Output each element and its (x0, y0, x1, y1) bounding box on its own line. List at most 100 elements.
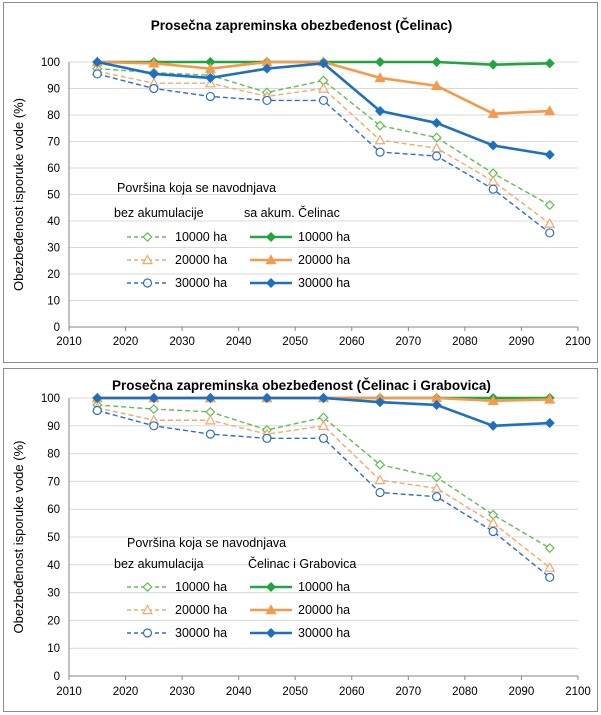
legend-label: 10000 ha (298, 580, 350, 594)
y-tick-label: 0 (54, 322, 60, 334)
y-tick-label: 50 (47, 190, 60, 202)
data-point (431, 80, 443, 91)
data-point (544, 105, 556, 116)
x-tick-label: 2010 (56, 686, 82, 698)
data-point (544, 543, 555, 554)
y-tick-label: 80 (47, 449, 60, 461)
series-2-without (92, 69, 555, 238)
series-line (97, 407, 551, 569)
data-point (488, 140, 499, 151)
data-point (544, 393, 556, 404)
y-tick-label: 80 (47, 110, 60, 122)
data-point (488, 420, 499, 431)
data-point (374, 72, 386, 83)
x-tick-label: 2060 (339, 336, 365, 348)
legend-header: Površina koja se navodnjava (117, 181, 276, 195)
data-point (375, 487, 385, 498)
legend-column-header: Čelinac i Grabovica (248, 556, 356, 571)
data-point (92, 392, 103, 404)
data-point (148, 392, 159, 404)
data-point (318, 433, 329, 443)
data-point (544, 561, 556, 572)
series-line (97, 404, 551, 549)
legend-item: 10000 ha (127, 580, 227, 594)
y-tick-label: 60 (47, 163, 60, 175)
y-tick-label: 90 (47, 421, 60, 433)
x-tick-label: 2050 (282, 336, 308, 348)
legend-marker (142, 231, 153, 243)
data-point (375, 397, 386, 408)
data-point (375, 120, 386, 131)
data-point (431, 132, 442, 143)
x-tick-label: 2040 (226, 686, 252, 698)
x-tick-label: 2080 (452, 336, 478, 348)
x-tick-label: 2030 (169, 336, 195, 348)
data-point (149, 421, 159, 431)
data-point (374, 134, 386, 145)
legend: Površina koja se navodnjava bez akumulaci… (114, 536, 356, 640)
y-tick-label: 40 (47, 216, 60, 228)
data-point (148, 404, 159, 415)
x-tick-label: 2090 (509, 336, 535, 348)
legend-marker (265, 581, 277, 593)
legend-label: 30000 ha (298, 626, 350, 640)
data-point (318, 95, 329, 106)
series-2-without (92, 405, 555, 582)
data-point (375, 105, 386, 117)
legend-item: 30000 ha (127, 276, 227, 290)
y-tick-label: 20 (47, 269, 60, 281)
legend-marker (142, 581, 153, 593)
data-point (431, 117, 442, 128)
data-point (318, 58, 329, 69)
data-point (92, 56, 103, 68)
data-point (204, 414, 216, 425)
legend-item: 20000 ha (127, 253, 227, 267)
chart-panel-celinac-grabovica: Prosečna zapreminska obezbeđenost (Čelin… (3, 368, 598, 712)
legend-header: Površina koja se navodnjava (127, 536, 286, 550)
y-tick-label: 30 (47, 588, 60, 600)
legend-item: 30000 ha (250, 626, 350, 640)
legend-label: 20000 ha (298, 603, 350, 617)
legend-label: 30000 ha (175, 626, 227, 640)
data-point (205, 91, 215, 102)
y-tick-label: 10 (47, 643, 60, 655)
x-tick-label: 2070 (396, 686, 422, 698)
legend-item: 20000 ha (250, 253, 350, 267)
data-point (205, 392, 216, 404)
data-point (488, 184, 498, 194)
data-point (487, 517, 499, 528)
data-point (544, 149, 555, 160)
legend-item: 10000 ha (127, 230, 227, 244)
data-point (317, 420, 330, 431)
data-point (431, 399, 442, 410)
data-point (488, 526, 498, 537)
data-point (148, 68, 159, 79)
x-tick-label: 2030 (169, 686, 195, 698)
data-point (261, 63, 272, 74)
y-tick-label: 100 (41, 393, 60, 405)
series-5-with (92, 56, 555, 160)
x-tick-label: 2090 (509, 686, 535, 698)
legend-item: 20000 ha (250, 603, 350, 617)
data-point (92, 405, 102, 416)
data-point (431, 472, 442, 483)
data-point (488, 59, 499, 70)
legend-column-header: sa akum. Čelinac (244, 205, 340, 220)
legend-marker (141, 604, 154, 615)
data-point (262, 95, 272, 106)
y-tick-label: 70 (47, 476, 60, 488)
y-tick-label: 60 (47, 504, 60, 516)
legend-marker (265, 604, 277, 615)
data-point (92, 69, 102, 79)
legend-label: 30000 ha (175, 276, 227, 290)
series-1-without (91, 65, 556, 228)
legend-marker (141, 254, 154, 265)
chart-celinac-grabovica: Prosečna zapreminska obezbeđenost (Čelin… (11, 378, 591, 698)
legend-item: 10000 ha (250, 580, 350, 594)
y-tick-label: 50 (47, 532, 60, 544)
data-point (317, 82, 330, 93)
y-tick-label: 90 (47, 84, 60, 96)
x-tick-label: 2100 (565, 686, 591, 698)
x-tick-label: 2080 (452, 686, 478, 698)
x-tick-label: 2060 (339, 686, 365, 698)
